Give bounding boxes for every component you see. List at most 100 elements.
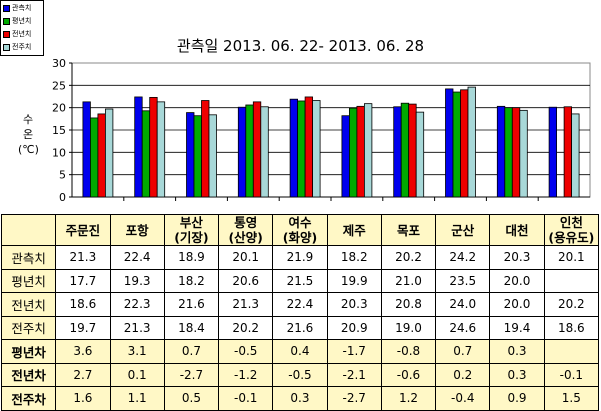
table-column-header: 여수 (화양) xyxy=(272,214,328,246)
table-cell: 20.6 xyxy=(218,268,274,293)
chart-legend: 관측치 평년치 전년치 전주치 xyxy=(0,0,44,56)
table-cell: 2.7 xyxy=(55,362,111,387)
table-cell: 0.2 xyxy=(435,362,491,387)
table-cell: 20.3 xyxy=(489,245,545,270)
table-cell: 0.3 xyxy=(489,339,545,364)
table-row: 전년치 18.6 22.3 21.6 21.3 22.4 20.3 20.8 24.0 20.0 2… xyxy=(0,292,600,317)
table-column-header: 대천 xyxy=(489,214,545,246)
bar xyxy=(408,103,417,198)
bar xyxy=(415,111,425,198)
y-tick-label: 15 xyxy=(52,124,66,137)
table-cell: 20.8 xyxy=(380,292,437,317)
column-header-line: (용유도) xyxy=(548,230,595,245)
table-cell: 20.2 xyxy=(380,245,437,270)
table-column-header: 포항 xyxy=(109,214,165,246)
legend-swatch xyxy=(3,5,10,12)
bar xyxy=(460,89,469,198)
table-cell: 21.9 xyxy=(272,245,328,270)
table-cell: 19.4 xyxy=(489,315,545,340)
table-cell: 18.4 xyxy=(163,315,220,340)
table-cell: 21.6 xyxy=(163,292,220,317)
table-cell: 0.1 xyxy=(109,362,165,387)
bar xyxy=(304,96,314,198)
table-cell: 22.4 xyxy=(272,292,328,317)
table-cell: 18.6 xyxy=(543,315,600,340)
table-cell: -2.7 xyxy=(163,362,220,387)
table-column-header: 통영 (산양) xyxy=(218,214,274,246)
table-cell: -2.7 xyxy=(326,386,382,411)
table-cell: 20.2 xyxy=(543,292,600,317)
table-cell: 19.3 xyxy=(109,268,165,293)
chart-title: 관측일 2013. 06. 22- 2013. 06. 28 xyxy=(176,37,425,55)
bar xyxy=(341,115,350,198)
column-header-line: 군산 xyxy=(451,222,475,238)
bar xyxy=(193,115,202,198)
table-column-header: 군산 xyxy=(435,214,491,246)
table-row: 관측치 21.3 22.4 18.9 20.1 21.9 18.2 20.2 24.2 20.3 2… xyxy=(0,245,600,270)
bar xyxy=(312,100,321,198)
table-cell: 0.7 xyxy=(435,339,491,364)
bar xyxy=(393,106,402,198)
bar xyxy=(504,107,513,198)
y-tick-label: 20 xyxy=(52,102,66,115)
bar xyxy=(400,102,410,198)
bar xyxy=(445,88,454,198)
column-header-line: (화양) xyxy=(282,230,318,245)
table-cell: 24.0 xyxy=(435,292,491,317)
bar xyxy=(289,98,299,198)
bar xyxy=(141,110,151,198)
y-tick-label: 10 xyxy=(52,146,66,159)
table-row: 평년치 17.7 19.3 18.2 20.6 21.5 19.9 21.0 23.5 20.0 xyxy=(0,268,600,293)
bar xyxy=(156,101,166,198)
legend-label: 전년치 xyxy=(12,30,32,38)
table-cell: 19.7 xyxy=(55,315,111,340)
table-cell: -0.5 xyxy=(272,362,328,387)
table-cell: 22.4 xyxy=(109,245,165,270)
table-row: 전주차 1.6 1.1 0.5 -0.1 0.3 -2.7 1.2 -0.4 0.9 1.5 xyxy=(0,386,600,411)
table-cell: 0.3 xyxy=(272,386,328,411)
table-cell: 18.2 xyxy=(326,245,382,270)
table-body: 관측치 21.3 22.4 18.9 20.1 21.9 18.2 20.2 24.2 20.3 2… xyxy=(0,245,600,411)
y-tick-label: 5 xyxy=(59,169,66,182)
bar xyxy=(548,106,557,198)
column-header-line: (산양) xyxy=(228,230,263,245)
legend-item: 전년치 xyxy=(1,28,43,41)
table-cell: 18.9 xyxy=(163,245,220,270)
legend-label: 전주치 xyxy=(12,43,32,51)
legend-item: 평년치 xyxy=(1,15,43,28)
table-cell: 0.7 xyxy=(163,339,220,364)
chart-area: 0 5 10 15 20 25 30 관측치 평년치 전년치 전주치 관측일 2013. 0… xyxy=(0,0,591,204)
bar xyxy=(237,106,247,198)
table-cell: -1.2 xyxy=(218,362,274,387)
table-cell: 3.1 xyxy=(109,339,165,364)
table-column-header: 제주 xyxy=(326,214,382,246)
table-cell: 19.0 xyxy=(380,315,437,340)
bar xyxy=(208,114,217,198)
table-cell: 17.7 xyxy=(55,268,111,293)
bar xyxy=(186,112,195,198)
column-header-line: 통영 xyxy=(234,215,258,230)
table-cell: -1.7 xyxy=(326,339,382,364)
table-cell xyxy=(543,339,600,364)
table-cell: 21.5 xyxy=(272,268,328,293)
table-cell: 18.2 xyxy=(163,268,220,293)
y-axis-label-line: (℃) xyxy=(18,143,39,156)
table-cell: 18.6 xyxy=(55,292,111,317)
table-cell: 1.5 xyxy=(543,386,600,411)
table-cell: 20.1 xyxy=(543,245,600,270)
bar-chart: 0 5 10 15 20 25 30 xyxy=(52,57,591,204)
table-header-row: 주문진 포항 부산 (기장) 통영 (산양) 여수 (화양) 제주 목포 군산 대천 인천 (용유도) xyxy=(0,214,600,246)
column-header-line: 목포 xyxy=(396,222,420,238)
table-cell: -0.6 xyxy=(380,362,437,387)
legend-swatch xyxy=(3,44,10,51)
bar xyxy=(297,100,306,198)
table-cell: 22.3 xyxy=(109,292,165,317)
y-axis-label: 수 온 (℃) xyxy=(18,112,39,157)
table-cell: 23.5 xyxy=(435,268,491,293)
bar xyxy=(356,105,365,198)
table-cell: 1.1 xyxy=(109,386,165,411)
table-cell: 20.0 xyxy=(489,268,545,293)
table-cell: 21.3 xyxy=(109,315,165,340)
y-tick-label: 0 xyxy=(59,191,66,204)
table-cell: -2.1 xyxy=(326,362,382,387)
